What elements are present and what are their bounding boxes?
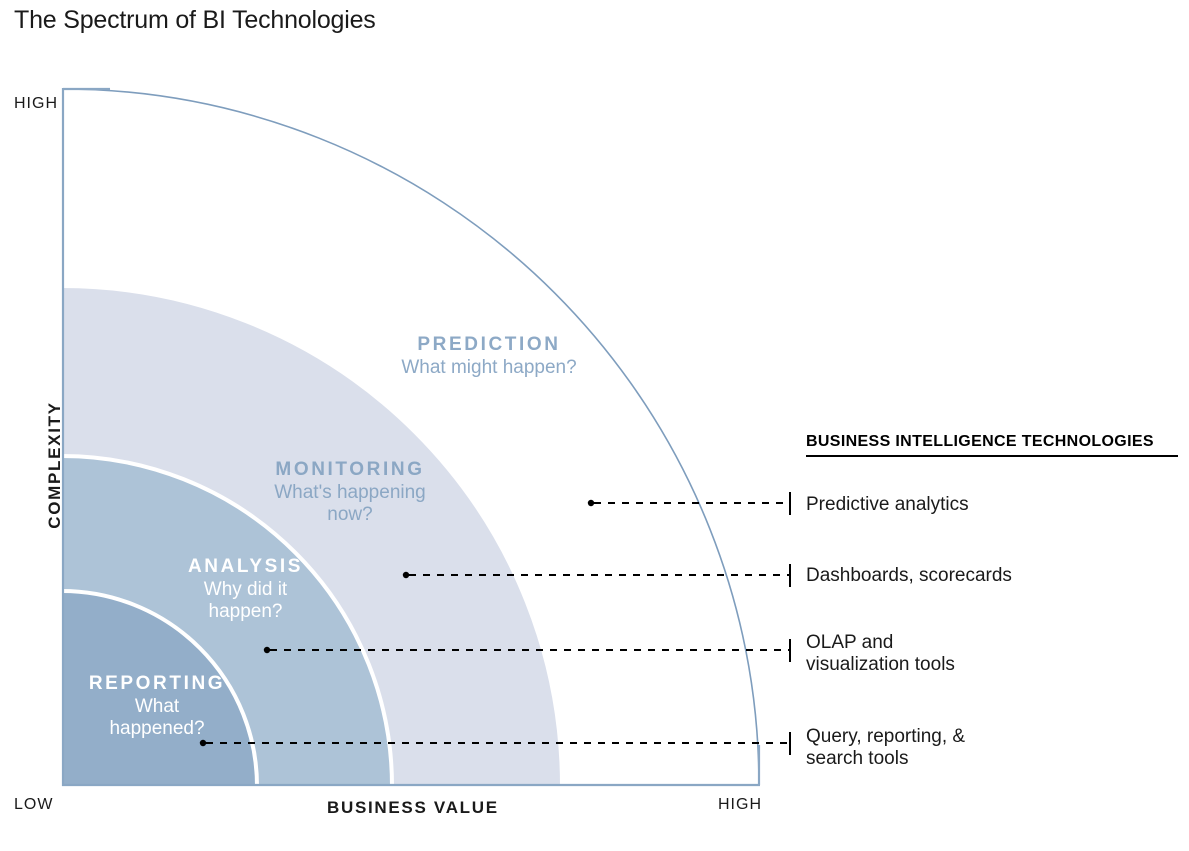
leader-dashboards-scorecards [402, 564, 791, 587]
leader-olap-visualization [263, 639, 791, 662]
band-question-prediction: What might happen? [401, 357, 577, 379]
band-group [62, 284, 564, 786]
band-question-analysis-line1: Why did it [203, 579, 288, 601]
y-axis-title: COMPLEXITY [45, 401, 64, 529]
y-axis-high-label: HIGH [14, 95, 58, 112]
legend-item-predictive-analytics: Predictive analytics [806, 494, 969, 516]
legend: BUSINESS INTELLIGENCE TECHNOLOGIES [806, 433, 1178, 463]
band-reporting [62, 591, 257, 786]
band-question-analysis-line2: happen? [208, 601, 283, 623]
legend-item-line1: Dashboards, scorecards [806, 565, 1012, 586]
legend-item-query-reporting-search: Query, reporting, & search tools [806, 726, 965, 771]
band-outline-prediction [61, 88, 760, 787]
band-label-prediction: PREDICTION What might happen? [339, 334, 639, 379]
band-question-reporting-line1: What [134, 696, 180, 718]
leader-predictive-analytics [587, 492, 791, 515]
band-label-reporting: REPORTING What happened? [52, 673, 262, 741]
legend-item-olap-visualization: OLAP and visualization tools [806, 632, 955, 677]
band-title-analysis: ANALYSIS [187, 556, 304, 577]
legend-item-line2: visualization tools [806, 654, 955, 676]
band-title-monitoring: MONITORING [275, 459, 425, 480]
band-label-analysis: ANALYSIS Why did it happen? [128, 556, 363, 624]
leader-lines [199, 492, 791, 755]
legend-item-line2: search tools [806, 748, 909, 770]
band-divider-monitoring [62, 284, 564, 786]
legend-heading: BUSINESS INTELLIGENCE TECHNOLOGIES [806, 433, 1154, 450]
band-divider-analysis [62, 454, 394, 786]
legend-item-line1: OLAP and [806, 632, 894, 653]
leader-query-reporting-search [199, 732, 791, 755]
legend-item-line1: Predictive analytics [806, 494, 969, 515]
legend-item-line1: Query, reporting, & [806, 726, 966, 747]
band-question-monitoring-line1: What's happening [274, 482, 426, 504]
page-title: The Spectrum of BI Technologies [14, 6, 376, 34]
band-title-prediction: PREDICTION [417, 334, 561, 355]
x-axis-high-label: HIGH [718, 796, 762, 813]
legend-underline [806, 455, 1178, 457]
band-question-reporting-line2: happened? [109, 718, 205, 740]
band-question-monitoring-line2: now? [327, 504, 373, 526]
x-axis-title: BUSINESS VALUE [327, 798, 499, 817]
band-title-reporting: REPORTING [88, 673, 226, 694]
legend-item-dashboards-scorecards: Dashboards, scorecards [806, 565, 1012, 587]
x-axis-low-label: LOW [14, 796, 54, 813]
band-label-monitoring: MONITORING What's happening now? [230, 459, 470, 527]
